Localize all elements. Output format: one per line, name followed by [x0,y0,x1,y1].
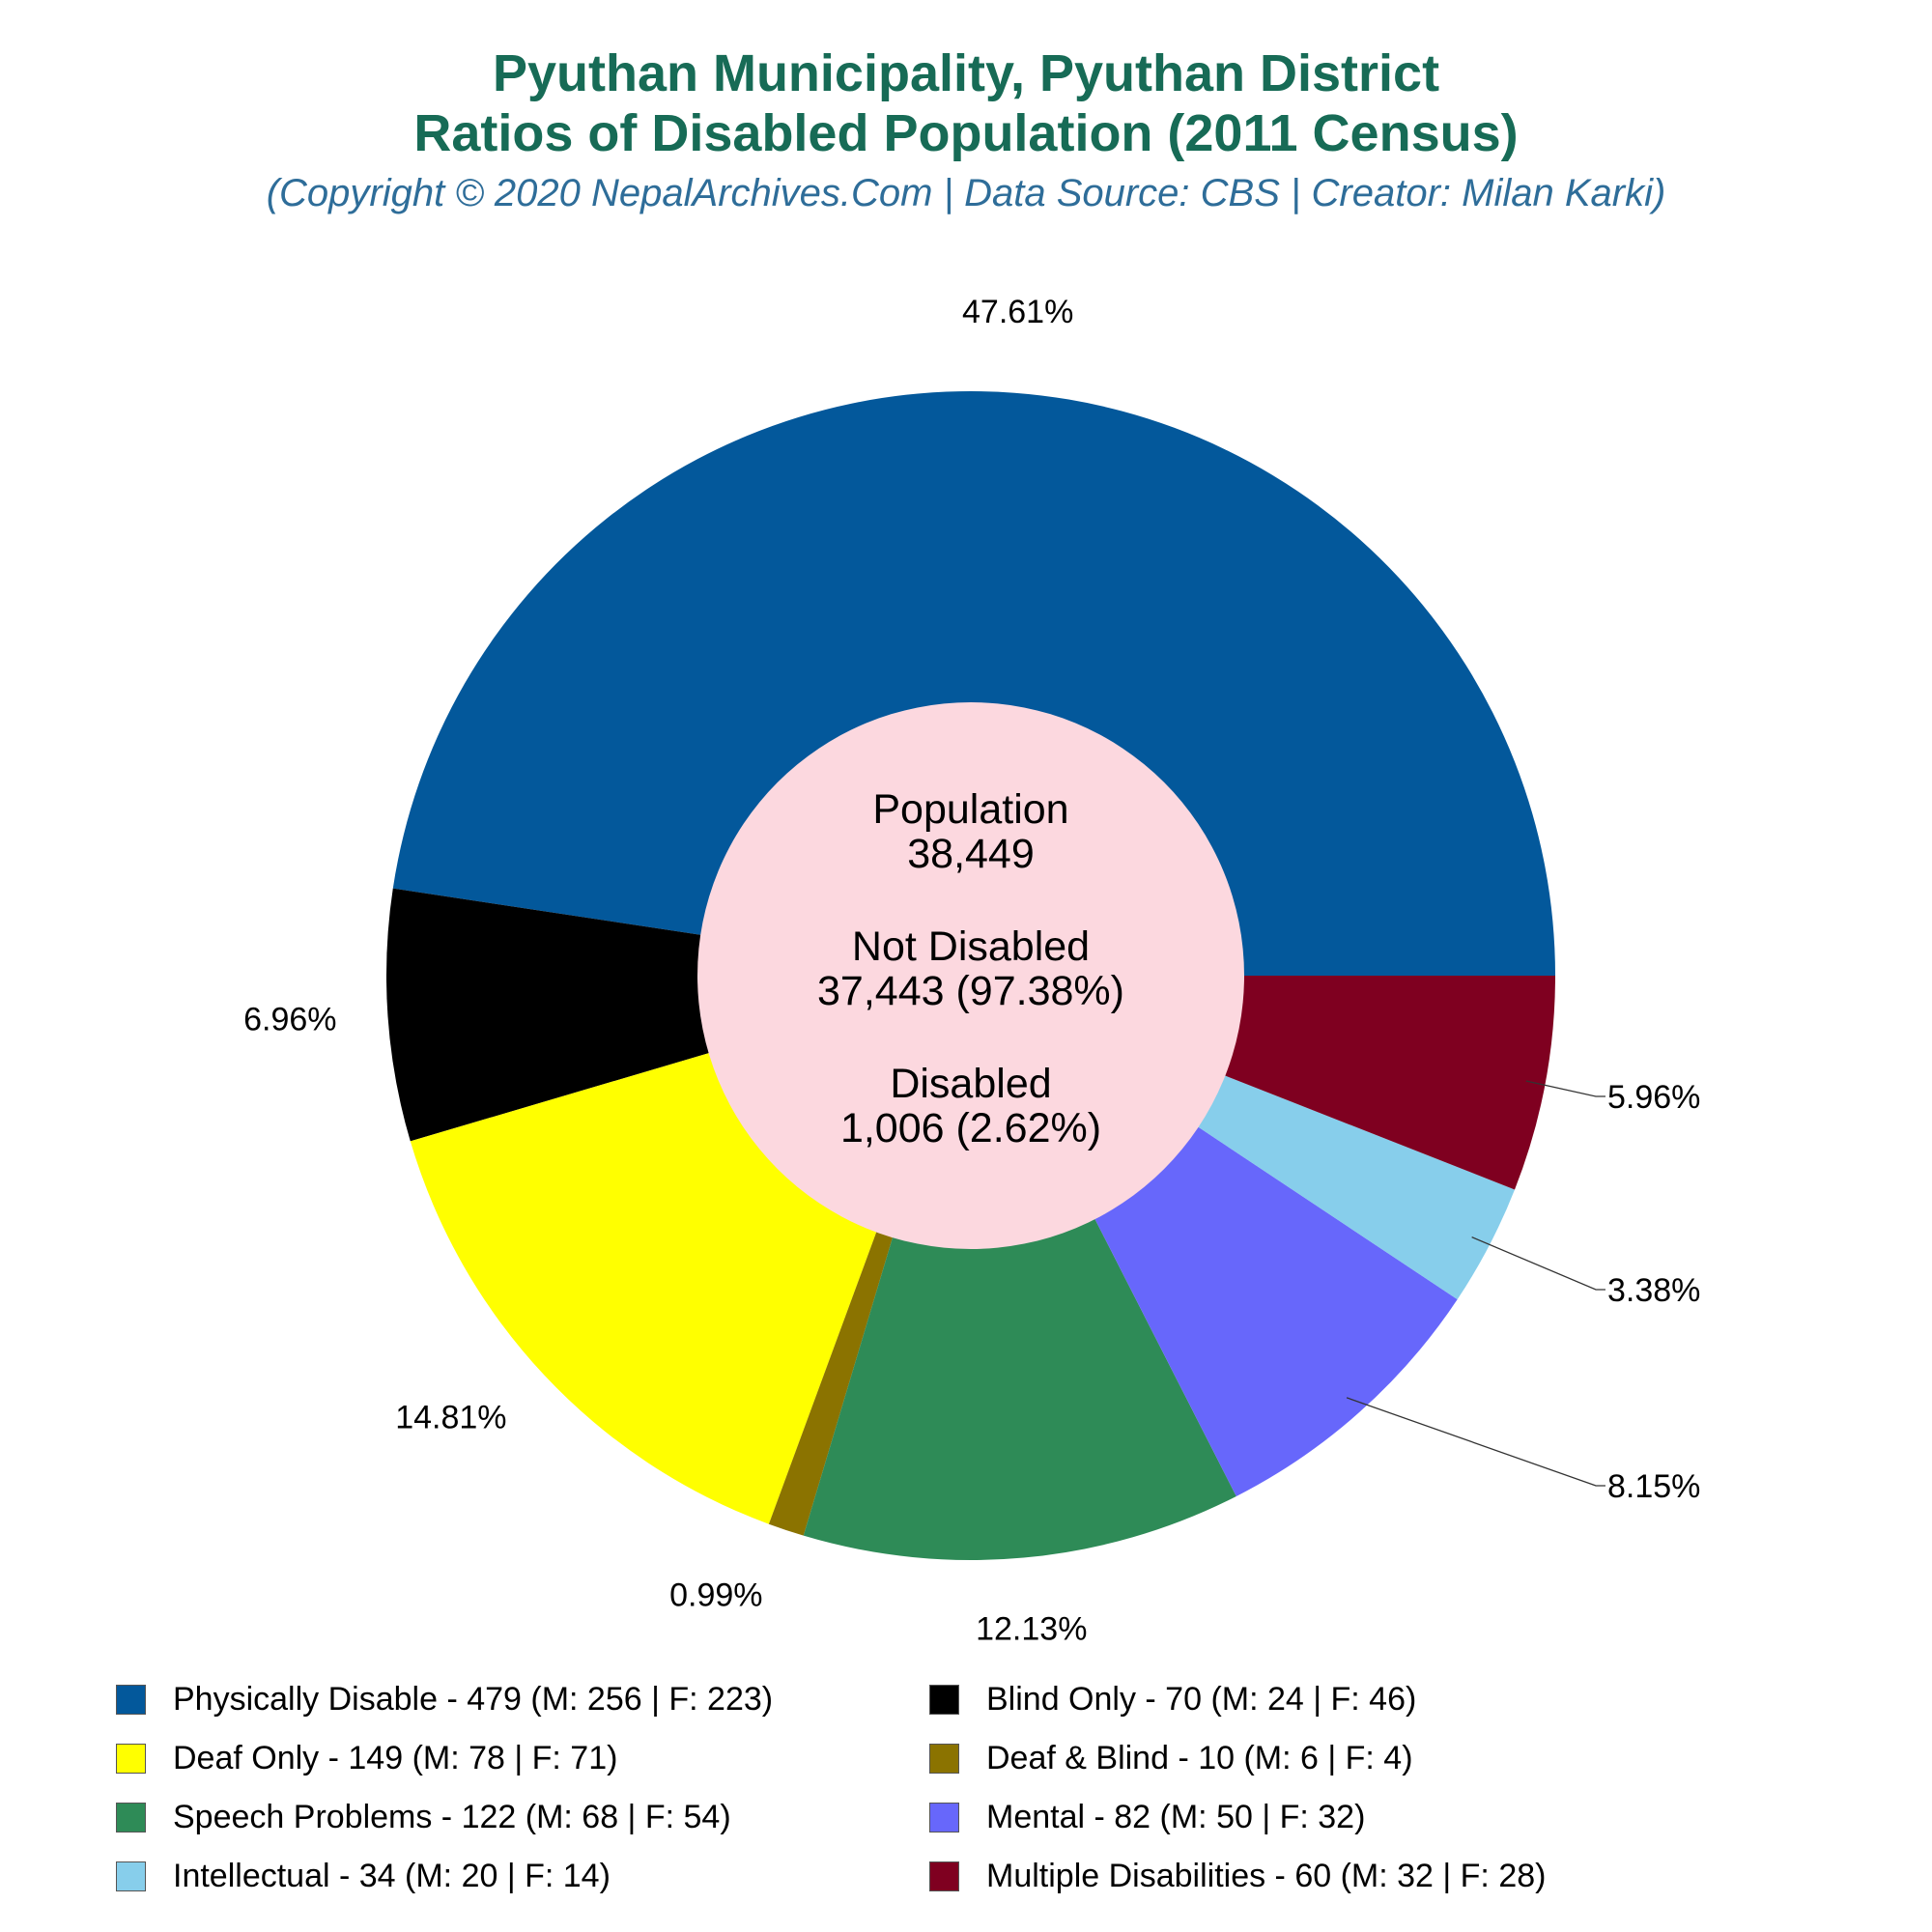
leader-line [1346,1397,1605,1487]
slice-blind-only [386,888,971,1142]
center-not-disabled-label: Not Disabled [852,923,1090,970]
leader-line [1471,1236,1605,1291]
leader-line [1525,1080,1605,1097]
percent-label: 6.96% [243,1002,336,1038]
percent-label: 14.81% [395,1399,506,1435]
slice-physically-disable [392,390,1555,976]
center-population-value: 38,449 [907,831,1035,877]
chart-subtitle: (Copyright © 2020 NepalArchives.Com | Da… [266,172,1666,214]
center-disabled-label: Disabled [890,1061,1051,1107]
percent-label: 8.15% [1607,1468,1700,1505]
chart-title-line-2: Ratios of Disabled Population (2011 Cens… [413,104,1519,162]
percent-labels-group: 47.61% 6.96% 14.81% 0.99% 12.13% 8.15% 3.38% 5.… [243,294,1700,1648]
percent-label: 0.99% [669,1577,762,1614]
slice-speech-problems [803,976,1236,1560]
leader-lines-group [1346,1080,1605,1487]
center-not-disabled-value: 37,443 (97.38%) [817,968,1124,1014]
percent-label: 12.13% [976,1610,1087,1647]
center-text-group: Population 38,449 Not Disabled 37,443 (9… [817,786,1124,1151]
chart-title-line-1: Pyuthan Municipality, Pyuthan District [492,44,1440,102]
center-population-label: Population [872,786,1068,833]
percent-label: 5.96% [1607,1079,1700,1116]
center-circle [697,702,1244,1249]
percent-label: 47.61% [962,294,1073,330]
percent-label: 3.38% [1607,1272,1700,1309]
center-disabled-value: 1,006 (2.62%) [840,1105,1101,1151]
